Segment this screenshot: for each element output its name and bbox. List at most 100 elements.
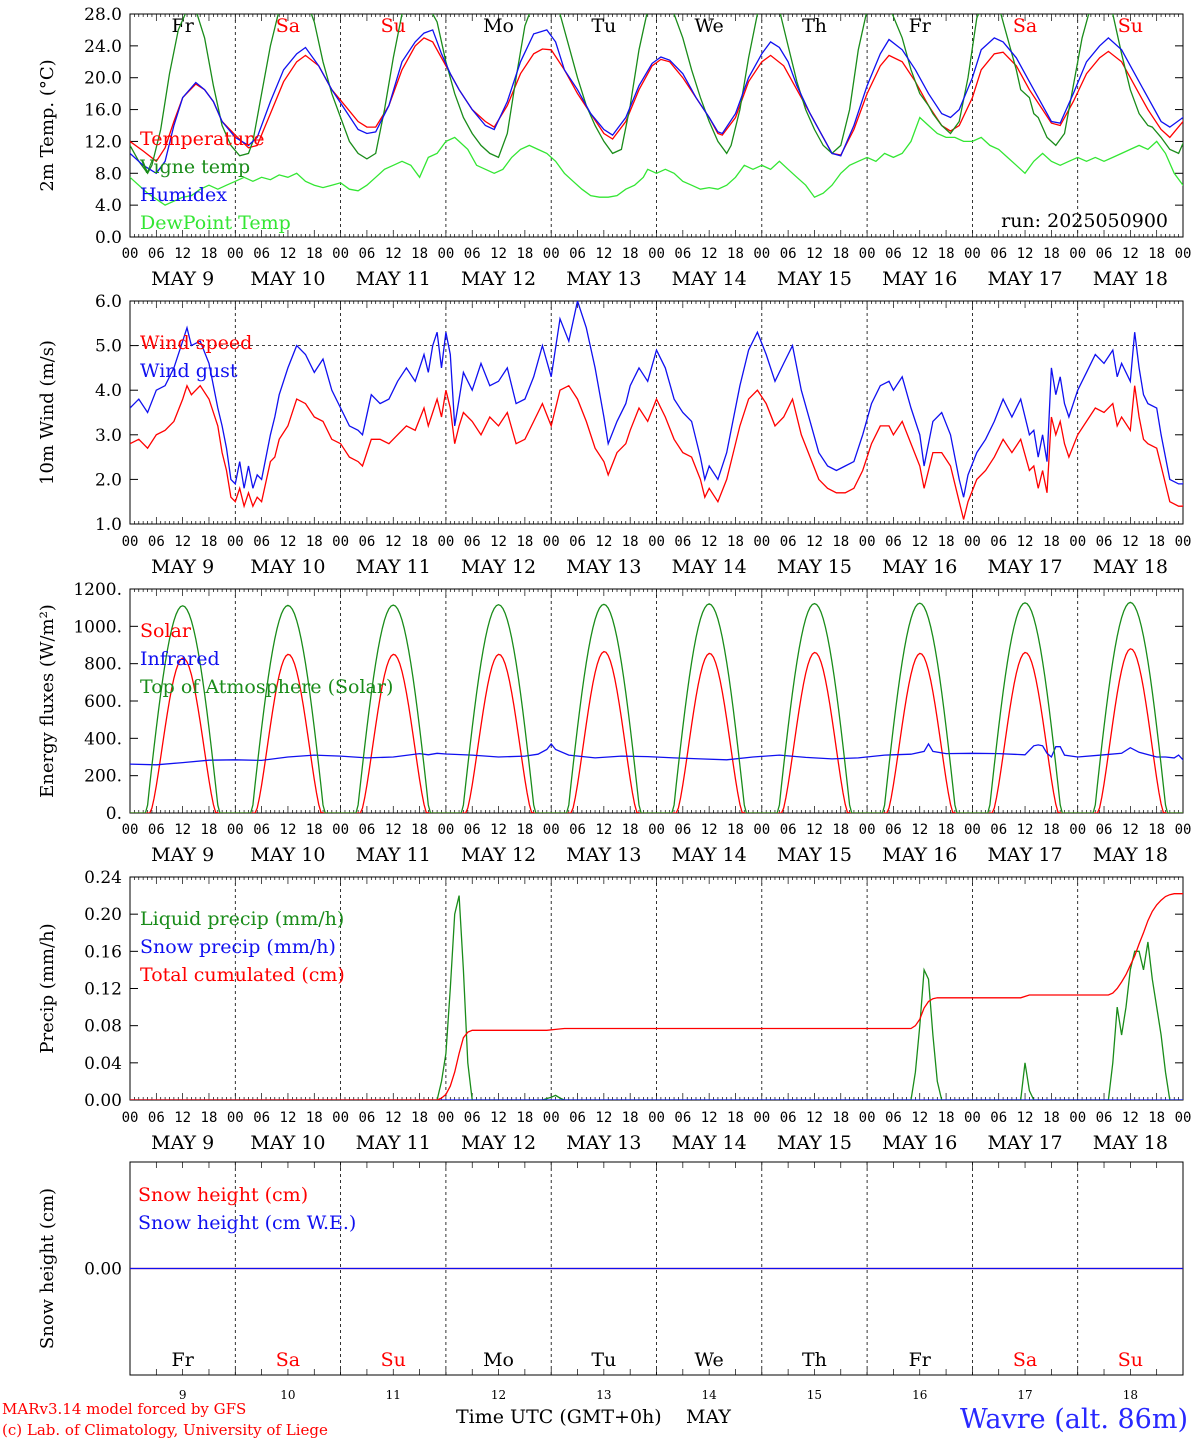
hour-tick-label: 18: [1148, 1110, 1165, 1126]
hour-tick-label: 00: [1069, 1110, 1086, 1126]
hour-tick-label: 18: [622, 246, 639, 262]
hour-tick-label: 00: [648, 822, 665, 838]
hour-tick-label: 00: [543, 822, 560, 838]
hour-tick-label: 00: [753, 822, 770, 838]
y-axis-label: Precip (mm/h): [37, 923, 58, 1053]
station-label: Wavre (alt. 86m): [960, 1404, 1188, 1435]
date-label: MAY 11: [356, 1132, 431, 1154]
hour-tick-label: 18: [201, 822, 218, 838]
date-label: MAY 15: [777, 1132, 852, 1154]
series-infrared: [130, 742, 1183, 766]
weekday-label: We: [695, 1349, 724, 1371]
hour-tick-label: 18: [1148, 534, 1165, 550]
y-axis-label: Energy fluxes (W/m²): [37, 604, 58, 798]
date-label: MAY 17: [987, 1132, 1062, 1154]
legend-entry: Snow height (cm W.E.): [138, 1212, 356, 1234]
hour-tick-label: 12: [490, 822, 507, 838]
date-label: MAY 12: [461, 268, 536, 290]
date-label: MAY 9: [151, 556, 214, 578]
y-tick-label: 400.: [84, 729, 122, 749]
hour-tick-label: 00: [648, 1110, 665, 1126]
hour-tick-label: 00: [753, 534, 770, 550]
legend-entry: Snow height (cm): [138, 1184, 308, 1206]
y-tick-label: 12.0: [84, 132, 122, 152]
date-label: MAY 15: [777, 268, 852, 290]
panel-energy: 00 06 12 18 00 06 12 18 00 06 12 18 00 06 12 18 00 06 12 18…: [37, 580, 1192, 866]
date-label: MAY 13: [566, 1132, 641, 1154]
hour-tick-label: 06: [1096, 1110, 1113, 1126]
hour-tick-label: 00: [122, 822, 139, 838]
hour-tick-label: 06: [674, 822, 691, 838]
day-number-label: 11: [386, 1388, 401, 1402]
y-axis-label: 2m Temp. (°C): [37, 59, 58, 191]
hour-tick-label: 06: [464, 1110, 481, 1126]
legend-entry: Vigne temp: [139, 156, 250, 178]
legend-entry: Solar: [140, 620, 192, 642]
hour-tick-label: 12: [174, 534, 191, 550]
y-tick-label: 1200.: [73, 580, 122, 600]
y-tick-label: 0.08: [84, 1017, 122, 1037]
day-number-label: 9: [179, 1388, 187, 1402]
date-label: MAY 12: [461, 1132, 536, 1154]
date-label: MAY 17: [987, 844, 1062, 866]
weekday-label: Tu: [591, 1349, 616, 1371]
hour-tick-label: 06: [148, 246, 165, 262]
hour-tick-label: 06: [885, 1110, 902, 1126]
hour-tick-label: 06: [358, 1110, 375, 1126]
series-total-cumulated-cm-: [130, 893, 1183, 1100]
hour-tick-label: 00: [1175, 822, 1192, 838]
date-label: MAY 13: [566, 268, 641, 290]
hour-tick-label: 12: [595, 534, 612, 550]
hour-tick-label: 06: [990, 822, 1007, 838]
hour-tick-label: 18: [727, 534, 744, 550]
day-number-label: 15: [807, 1388, 822, 1402]
y-tick-label: 5.0: [95, 337, 122, 357]
hour-tick-label: 00: [122, 1110, 139, 1126]
hour-tick-label: 12: [806, 534, 823, 550]
hour-tick-label: 06: [358, 534, 375, 550]
date-label: MAY 12: [461, 556, 536, 578]
y-axis-label: 10m Wind (m/s): [37, 340, 58, 485]
date-label: MAY 16: [882, 268, 957, 290]
date-label: MAY 18: [1093, 556, 1168, 578]
y-axis-label: Snow height (cm): [37, 1188, 58, 1349]
y-tick-label: 0.16: [84, 942, 122, 962]
weekday-label: Mo: [483, 1349, 514, 1371]
hour-tick-label: 12: [1122, 246, 1139, 262]
weekday-label: Tu: [591, 15, 616, 37]
weekday-label: Fr: [172, 15, 195, 37]
hour-tick-label: 12: [1122, 534, 1139, 550]
y-tick-label: 0.00: [84, 1260, 122, 1280]
hour-tick-label: 18: [1043, 1110, 1060, 1126]
hour-tick-label: 06: [569, 246, 586, 262]
date-label: MAY 14: [672, 268, 747, 290]
weekday-label: Sa: [276, 1349, 300, 1371]
hour-tick-label: 00: [332, 822, 349, 838]
hour-tick-label: 00: [437, 534, 454, 550]
day-number-label: 16: [912, 1388, 927, 1402]
y-tick-label: 4.0: [95, 381, 122, 401]
hour-tick-label: 06: [885, 822, 902, 838]
hour-tick-label: 18: [201, 246, 218, 262]
y-tick-label: 4.0: [95, 196, 122, 216]
weekday-label: Su: [381, 1349, 406, 1371]
hour-tick-label: 00: [437, 1110, 454, 1126]
hour-tick-label: 12: [385, 822, 402, 838]
hour-tick-label: 12: [701, 534, 718, 550]
hour-tick-label: 12: [174, 822, 191, 838]
hour-tick-label: 00: [753, 246, 770, 262]
date-label: MAY 18: [1093, 1132, 1168, 1154]
hour-tick-label: 06: [780, 246, 797, 262]
hour-tick-label: 18: [832, 534, 849, 550]
date-label: MAY 16: [882, 1132, 957, 1154]
hour-tick-label: 00: [227, 246, 244, 262]
hour-tick-label: 00: [1175, 1110, 1192, 1126]
hour-tick-label: 00: [648, 246, 665, 262]
hour-tick-label: 00: [332, 246, 349, 262]
y-tick-label: 24.0: [84, 37, 122, 57]
hour-tick-label: 00: [227, 822, 244, 838]
hour-tick-label: 00: [332, 1110, 349, 1126]
panel-wind: 00 06 12 18 00 06 12 18 00 06 12 18 00 06 12 18 00 06 12 18…: [37, 292, 1191, 578]
hour-tick-label: 06: [253, 1110, 270, 1126]
hour-tick-label: 18: [622, 534, 639, 550]
